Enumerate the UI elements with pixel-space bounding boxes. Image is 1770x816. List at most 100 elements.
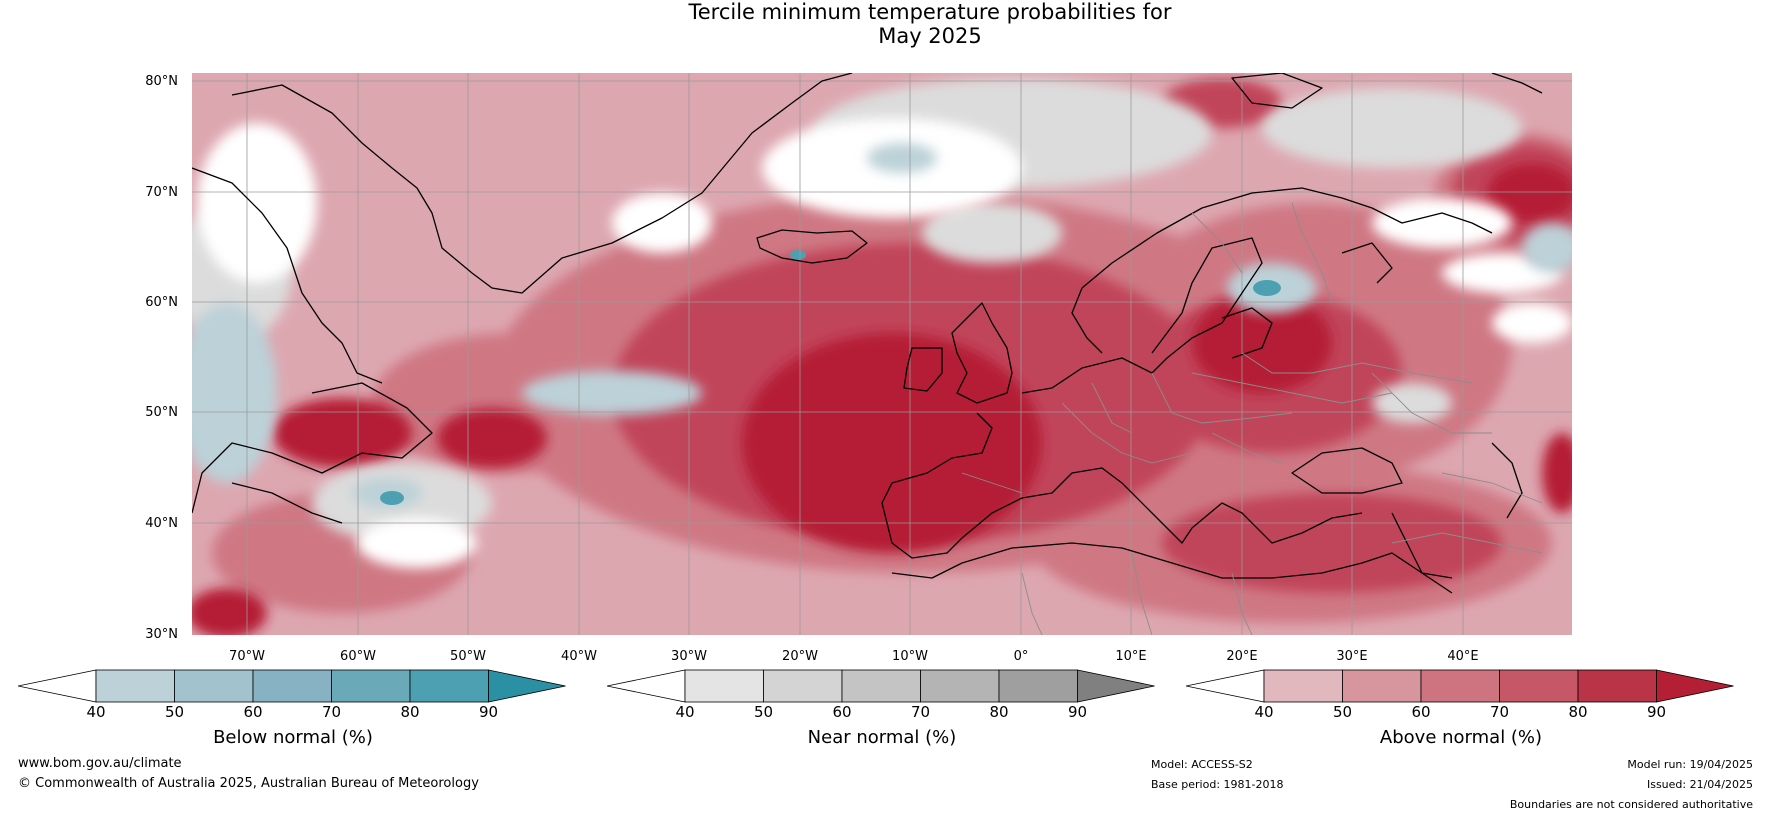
colorbar-near-normal-label: Near normal (%) (807, 727, 957, 748)
below-normal-strong-areas (380, 250, 1281, 505)
colorbar-tick-label: 80 (400, 703, 420, 721)
lat-label-80n: 80°N (145, 74, 178, 89)
colorbar-tick-label: 70 (321, 703, 342, 721)
colorbar-tick-label: 60 (243, 703, 263, 721)
lon-label-50w: 50°W (450, 649, 486, 664)
north-africa-coast (891, 542, 1453, 594)
colorbar-swatch (174, 669, 254, 703)
colorbar-swatch (1342, 669, 1422, 703)
iceland-coast (756, 229, 868, 264)
gulf-of-bothnia (1221, 307, 1273, 359)
colorbar-swatch (763, 669, 843, 703)
colorbar-tick-label: 40 (1254, 703, 1274, 721)
colorbar-arrow-high (488, 669, 566, 703)
forecast-map-canvas[interactable] (192, 73, 1572, 635)
colorbar-tick-label: 50 (164, 703, 185, 721)
lon-label-20e: 20°E (1226, 649, 1258, 664)
colorbar-tick-label: 60 (1411, 703, 1431, 721)
colorbar-tick-label: 70 (910, 703, 931, 721)
colorbar-tick-label: 90 (478, 703, 499, 721)
lon-label-20w: 20°W (782, 649, 818, 664)
lat-label-70n: 70°N (145, 185, 178, 200)
colorbar-arrow-high (1656, 669, 1734, 703)
colorbar-swatch (1420, 669, 1500, 703)
colorbar-swatch (841, 669, 921, 703)
colorbar-below-normal: Below normal (%) 40 50 60 70 80 90 (18, 668, 568, 776)
colorbar-above-normal-label: Above normal (%) (1379, 727, 1543, 748)
mediterranean-north-coast (961, 467, 1363, 544)
map-title-line1: Tercile minimum temperature probabilitie… (688, 0, 1172, 24)
colorbar-swatch (331, 669, 411, 703)
maritimes-coast (231, 482, 343, 524)
lon-label-70w: 70°W (229, 649, 265, 664)
novaya-zemlya-coast (1491, 73, 1543, 94)
colorbar-near-normal: Near normal (%) 40 50 60 70 80 90 (607, 668, 1157, 776)
western-europe-coast (881, 357, 1153, 559)
colorbar-tick-label: 50 (753, 703, 774, 721)
lat-label-50n: 50°N (145, 405, 178, 420)
colorbar-tick-label: 60 (832, 703, 852, 721)
greenland-coast (231, 73, 853, 294)
newfoundland-coast (192, 382, 433, 514)
lon-label-40w: 40°W (561, 649, 597, 664)
colorbar-tick-label: 90 (1646, 703, 1667, 721)
lon-label-30w: 30°W (671, 649, 707, 664)
colorbar-swatch (409, 669, 489, 703)
colorbar-tick-label: 50 (1332, 703, 1353, 721)
colorbar-above-normal: Above normal (%) 40 50 60 70 80 90 (1186, 668, 1736, 776)
forecast-map[interactable] (192, 73, 1572, 635)
colorbar-tick-label: 40 (86, 703, 106, 721)
footer-model: Model: ACCESS-S2 (1151, 758, 1253, 771)
lon-label-40e: 40°E (1447, 649, 1479, 664)
coastlines (192, 73, 1543, 594)
lon-label-30e: 30°E (1336, 649, 1368, 664)
colorbar-swatch (920, 669, 1000, 703)
above-normal-very-high-areas (192, 163, 1572, 635)
scandinavia-coast (1081, 187, 1493, 289)
colorbar-arrow-high (1077, 669, 1155, 703)
colorbar-arrow-low (607, 669, 686, 703)
baltic-coast (1151, 237, 1263, 374)
lon-label-60w: 60°W (340, 649, 376, 664)
colorbar-swatch (684, 669, 764, 703)
colorbar-swatch (252, 669, 332, 703)
svalbard-coast (1231, 73, 1323, 109)
map-title: Tercile minimum temperature probabilitie… (0, 0, 1770, 48)
colorbar-swatch (998, 669, 1078, 703)
colorbar-swatch (1577, 669, 1657, 703)
lat-label-40n: 40°N (145, 516, 178, 531)
colorbar-below-normal-swatches (18, 669, 566, 703)
caspian-coast (1491, 442, 1523, 519)
footer-disclaimer: Boundaries are not considered authoritat… (1509, 798, 1753, 811)
lat-label-30n: 30°N (145, 627, 178, 642)
levant-coast (1391, 512, 1453, 579)
britain-coast (951, 302, 1013, 404)
colorbar-tick-label: 90 (1067, 703, 1088, 721)
white-sea-coast (1341, 242, 1393, 284)
footer-copyright: © Commonwealth of Australia 2025, Austra… (18, 776, 479, 791)
lon-label-10e: 10°E (1115, 649, 1147, 664)
colorbar-tick-label: 80 (989, 703, 1009, 721)
colorbar-tick-label: 80 (1568, 703, 1588, 721)
lat-label-60n: 60°N (145, 295, 178, 310)
footer-model-run: Model run: 19/04/2025 (1627, 758, 1753, 771)
colorbar-arrow-low (1186, 669, 1265, 703)
colorbar-above-normal-swatches (1186, 669, 1734, 703)
footer-base-period: Base period: 1981-2018 (1151, 778, 1284, 791)
footer-website[interactable]: www.bom.gov.au/climate (18, 756, 182, 771)
country-borders (961, 202, 1543, 635)
black-sea-coast (1291, 447, 1403, 494)
colorbar-swatch (1499, 669, 1579, 703)
colorbar-swatch (1263, 669, 1343, 703)
norway-west-coast (1071, 287, 1103, 354)
footer-issued: Issued: 21/04/2025 (1646, 778, 1753, 791)
lon-label-0: 0° (1013, 649, 1029, 664)
colorbar-near-normal-swatches (607, 669, 1155, 703)
ireland-coast (903, 347, 943, 392)
colorbar-arrow-low (18, 669, 97, 703)
labrador-coast (192, 167, 383, 384)
colorbar-tick-label: 40 (675, 703, 695, 721)
colorbar-swatch (95, 669, 175, 703)
colorbar-below-normal-label: Below normal (%) (213, 727, 373, 748)
colorbar-tick-label: 70 (1489, 703, 1510, 721)
